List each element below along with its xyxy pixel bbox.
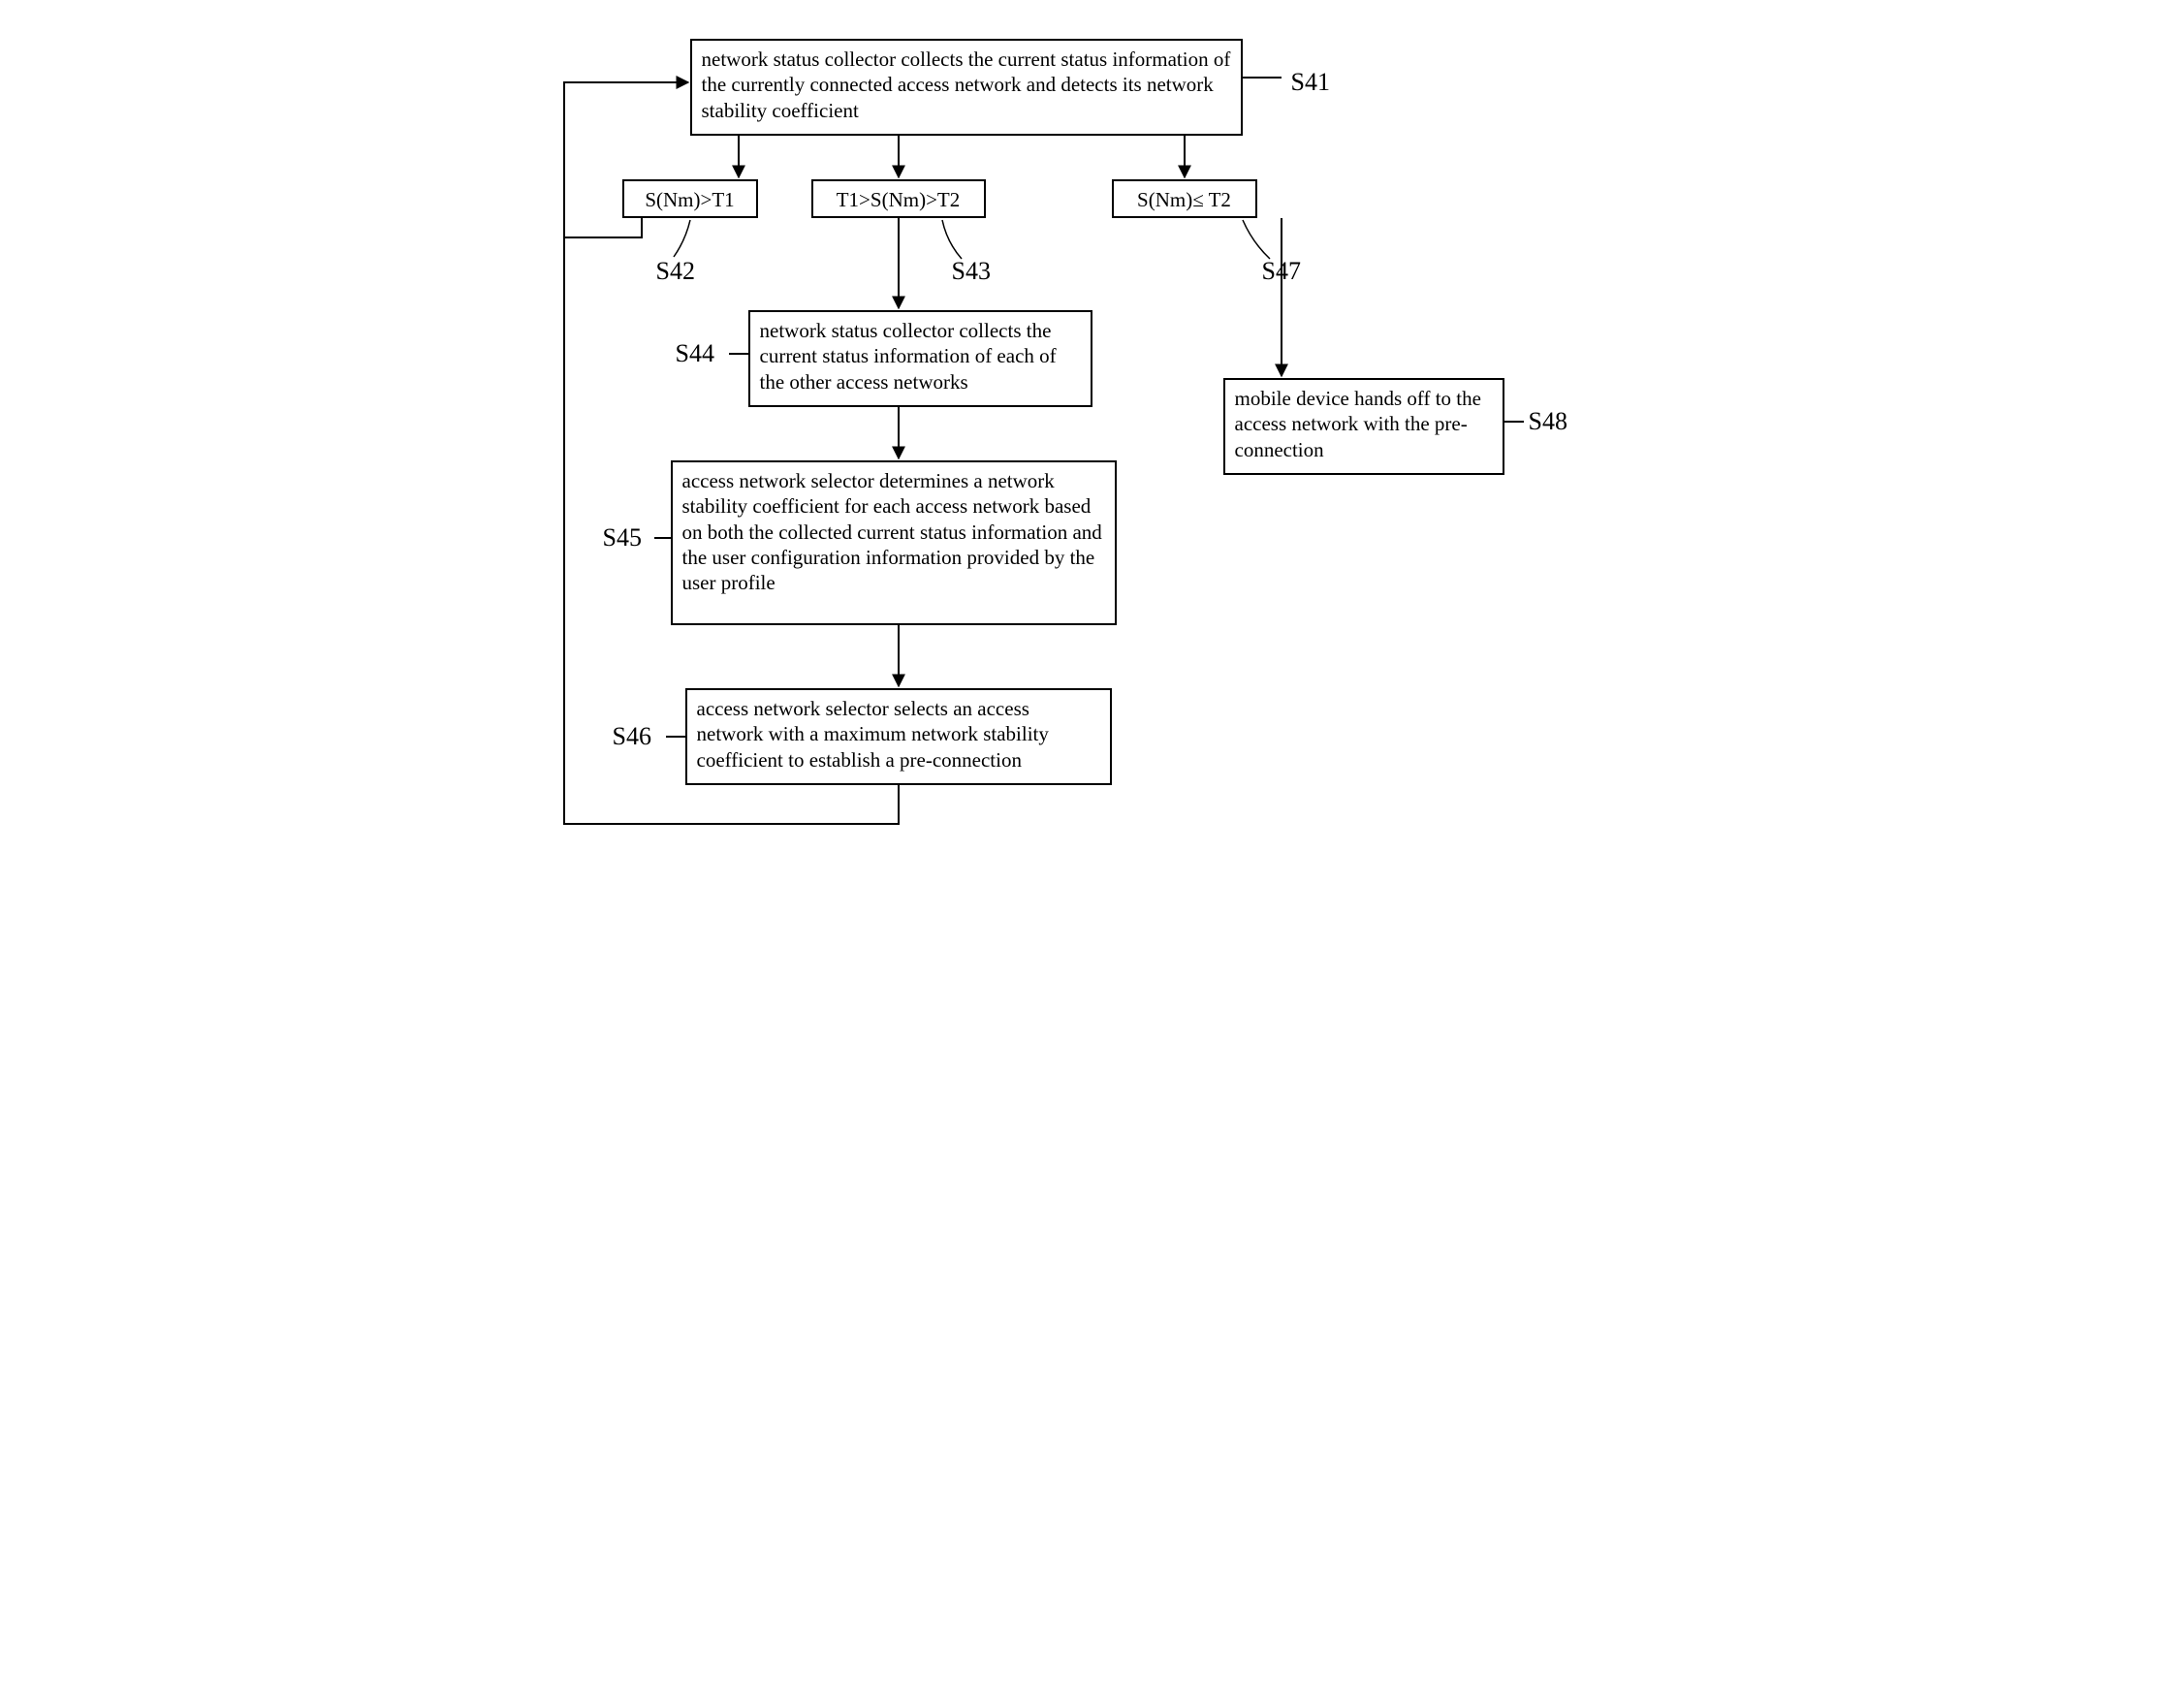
label-s43: S43	[952, 257, 991, 286]
box-s48: mobile device hands off to the access ne…	[1223, 378, 1504, 475]
label-s46: S46	[613, 722, 651, 751]
label-s48: S48	[1529, 407, 1567, 436]
label-s41: S41	[1291, 68, 1330, 97]
box-s47: S(Nm)≤ T2	[1112, 179, 1257, 218]
box-s41: network status collector collects the cu…	[690, 39, 1243, 136]
label-s42: S42	[656, 257, 695, 286]
label-s47: S47	[1262, 257, 1301, 286]
box-s46: access network selector selects an acces…	[685, 688, 1112, 785]
box-s45: access network selector determines a net…	[671, 460, 1117, 625]
label-s45: S45	[603, 523, 642, 552]
flowchart-canvas: network status collector collects the cu…	[545, 19, 1640, 872]
label-s44: S44	[676, 339, 714, 368]
box-s42: S(Nm)>T1	[622, 179, 758, 218]
box-s44: network status collector collects the cu…	[748, 310, 1092, 407]
box-s43: T1>S(Nm)>T2	[811, 179, 986, 218]
